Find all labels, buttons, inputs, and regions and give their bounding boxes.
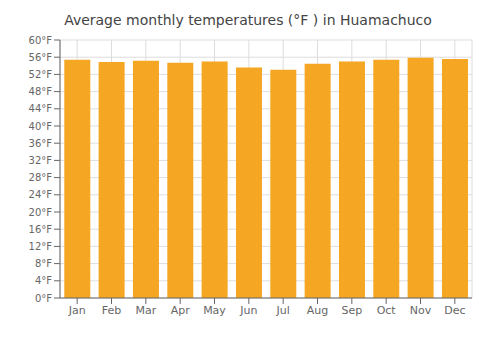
svg-text:52°F: 52°F <box>29 69 53 80</box>
svg-text:4°F: 4°F <box>35 275 52 286</box>
svg-text:40°F: 40°F <box>29 121 53 132</box>
svg-text:Jun: Jun <box>239 304 257 317</box>
svg-text:32°F: 32°F <box>29 155 53 166</box>
svg-text:36°F: 36°F <box>29 138 53 149</box>
svg-text:Nov: Nov <box>410 304 432 317</box>
svg-text:Dec: Dec <box>444 304 465 317</box>
svg-text:Jul: Jul <box>276 304 290 317</box>
svg-text:20°F: 20°F <box>29 207 53 218</box>
svg-text:Aug: Aug <box>307 304 328 317</box>
svg-text:60°F: 60°F <box>29 35 53 46</box>
svg-text:May: May <box>203 304 226 317</box>
svg-text:56°F: 56°F <box>29 52 53 63</box>
svg-text:44°F: 44°F <box>29 103 53 114</box>
svg-text:Sep: Sep <box>341 304 362 317</box>
svg-text:Feb: Feb <box>102 304 121 317</box>
svg-text:12°F: 12°F <box>29 241 53 252</box>
svg-text:Jan: Jan <box>68 304 86 317</box>
svg-text:16°F: 16°F <box>29 224 53 235</box>
svg-text:24°F: 24°F <box>29 189 53 200</box>
svg-text:0°F: 0°F <box>35 293 52 304</box>
html-text:Average monthly temperatures (: Average monthly temperatures (°F ) in Hu… <box>64 12 432 28</box>
svg-text:Apr: Apr <box>171 304 191 317</box>
svg-text:48°F: 48°F <box>29 86 53 97</box>
svg-text:8°F: 8°F <box>35 258 52 269</box>
svg-text:Oct: Oct <box>377 304 397 317</box>
svg-text:28°F: 28°F <box>29 172 53 183</box>
svg-text:Mar: Mar <box>135 304 156 317</box>
